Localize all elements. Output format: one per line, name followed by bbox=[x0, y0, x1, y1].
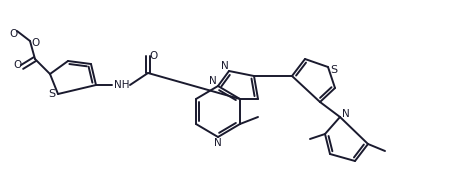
Text: NH: NH bbox=[114, 80, 130, 90]
Text: N: N bbox=[214, 138, 222, 148]
Text: O: O bbox=[9, 29, 17, 39]
Text: O: O bbox=[150, 51, 158, 61]
Text: S: S bbox=[331, 65, 338, 75]
Text: N: N bbox=[342, 109, 350, 119]
Text: S: S bbox=[49, 89, 56, 99]
Text: N: N bbox=[209, 76, 217, 86]
Text: O: O bbox=[32, 38, 40, 48]
Text: N: N bbox=[221, 61, 229, 71]
Text: O: O bbox=[14, 60, 22, 70]
